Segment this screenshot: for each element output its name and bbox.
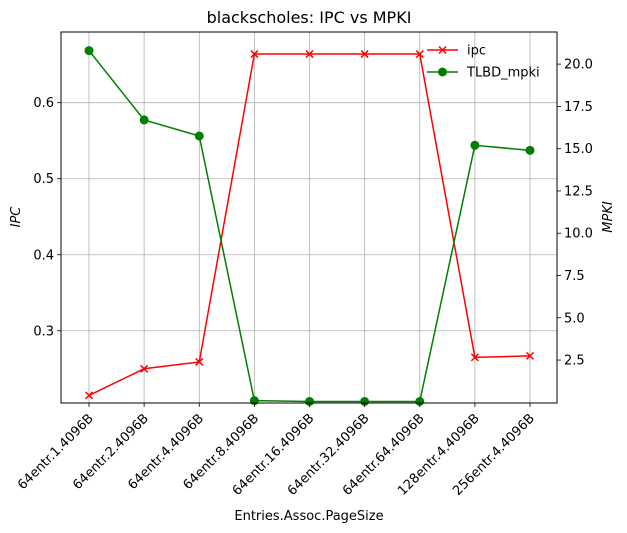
point-ipc bbox=[415, 50, 424, 59]
y-axis-label-right: MPKI bbox=[601, 201, 616, 233]
axes: 64entr.1.4096B64entr.2.4096B64entr.4.409… bbox=[15, 58, 593, 499]
legend: ipc TLBD_mpki bbox=[427, 44, 540, 81]
y-tick-label-right: 20.0 bbox=[564, 58, 593, 73]
legend-marker-tlbd-mpki bbox=[438, 67, 447, 77]
legend-label-ipc: ipc bbox=[467, 44, 486, 59]
x-axis-label: Entries.Assoc.PageSize bbox=[234, 509, 383, 524]
point-ipc bbox=[250, 50, 259, 59]
point-ipc bbox=[140, 364, 149, 373]
point-ipc bbox=[470, 353, 479, 362]
y-tick-label-left: 0.3 bbox=[33, 324, 54, 339]
y-tick-label-right: 15.0 bbox=[564, 142, 593, 157]
series bbox=[84, 46, 535, 406]
y-tick-label-right: 5.0 bbox=[564, 311, 585, 326]
legend-marker-ipc bbox=[438, 45, 447, 55]
y-tick-label-right: 2.5 bbox=[564, 354, 585, 369]
legend-label-tlbd-mpki: TLBD_mpki bbox=[466, 66, 540, 81]
y-tick-label-left: 0.6 bbox=[33, 96, 54, 111]
point-tlbd-mpki bbox=[139, 115, 149, 125]
plot-area bbox=[60, 31, 558, 404]
y-tick-label-right: 7.5 bbox=[564, 269, 585, 284]
point-tlbd-mpki bbox=[194, 131, 204, 141]
y-tick-label-left: 0.4 bbox=[33, 248, 54, 263]
point-tlbd-mpki bbox=[525, 145, 535, 155]
chart-title: blackscholes: IPC vs MPKI bbox=[207, 8, 412, 27]
point-tlbd-mpki bbox=[84, 46, 94, 56]
point-tlbd-mpki bbox=[360, 396, 370, 406]
point-tlbd-mpki bbox=[305, 396, 314, 406]
point-ipc bbox=[360, 50, 369, 59]
point-ipc bbox=[305, 50, 314, 59]
y-tick-label-right: 12.5 bbox=[564, 184, 593, 199]
y-tick-label-right: 10.0 bbox=[564, 227, 593, 242]
y-tick-label-right: 17.5 bbox=[564, 100, 593, 115]
y-tick-label-left: 0.5 bbox=[33, 172, 54, 187]
point-ipc bbox=[525, 351, 535, 360]
point-tlbd-mpki bbox=[415, 396, 425, 406]
grid bbox=[61, 32, 557, 403]
point-ipc bbox=[84, 391, 94, 400]
y-axis-label-left: IPC bbox=[9, 206, 24, 228]
point-ipc bbox=[195, 357, 204, 366]
point-tlbd-mpki bbox=[470, 140, 480, 150]
